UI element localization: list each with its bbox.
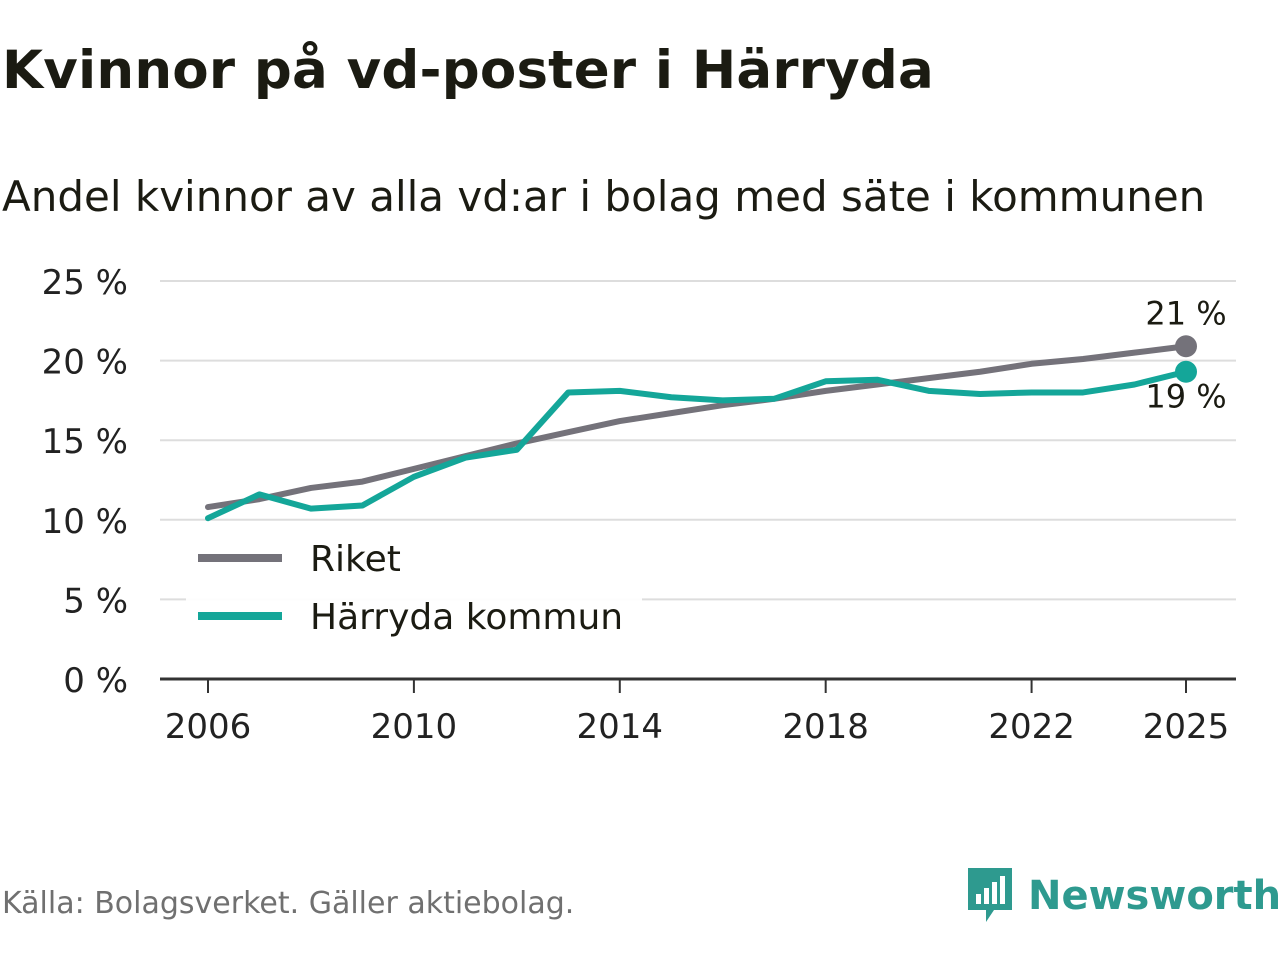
legend: Riket Härryda kommun <box>186 528 642 654</box>
series-endpoint-1 <box>1175 360 1197 383</box>
brand-name: Newsworthy <box>1028 873 1280 919</box>
x-tick-label-2018: 2018 <box>782 707 869 747</box>
y-tick-label-15: 15 % <box>42 422 128 462</box>
series-line-1 <box>205 368 1189 522</box>
y-axis-ticks: 0 % 5 % 10 % 15 % 20 % 25 % <box>42 263 128 701</box>
y-tick-label-5: 5 % <box>63 581 128 621</box>
series-lines <box>205 335 1197 522</box>
x-tick-label-2006: 2006 <box>165 707 252 747</box>
legend-label-1: Härryda kommun <box>310 597 623 638</box>
x-tick-label-2014: 2014 <box>577 707 664 747</box>
x-tick-label-2010: 2010 <box>371 707 458 747</box>
y-tick-label-0: 0 % <box>63 661 128 701</box>
end-label-0: 21 % <box>1145 294 1226 332</box>
chart-subtitle: Andel kvinnor av alla vd:ar i bolag med … <box>2 172 1206 221</box>
newsworthy-logo-icon <box>968 868 1012 922</box>
x-tick-label-2022: 2022 <box>988 707 1075 747</box>
legend-background <box>186 528 642 654</box>
series-endpoint-0 <box>1175 335 1197 358</box>
x-tick-label-2025: 2025 <box>1143 707 1230 747</box>
x-axis-ticks: 2006 2010 2014 2018 2022 2025 <box>165 679 1230 747</box>
chart-title: Kvinnor på vd-poster i Härryda <box>2 40 934 101</box>
end-label-1: 19 % <box>1145 378 1226 416</box>
y-tick-label-20: 20 % <box>42 343 128 383</box>
end-labels: 21 % 19 % <box>1145 294 1226 415</box>
line-chart: 0 %5 %10 %15 %20 %25 % 2006 2010 2014 2018 2… <box>42 263 1236 747</box>
series-line-0 <box>205 343 1189 511</box>
y-tick-label-10: 10 % <box>42 502 128 542</box>
source-note: Källa: Bolagsverket. Gäller aktiebolag. <box>2 886 575 921</box>
brand-logo[interactable]: Newsworthy <box>964 864 1280 928</box>
y-tick-label-25: 25 % <box>42 263 128 303</box>
legend-label-0: Riket <box>310 539 401 580</box>
